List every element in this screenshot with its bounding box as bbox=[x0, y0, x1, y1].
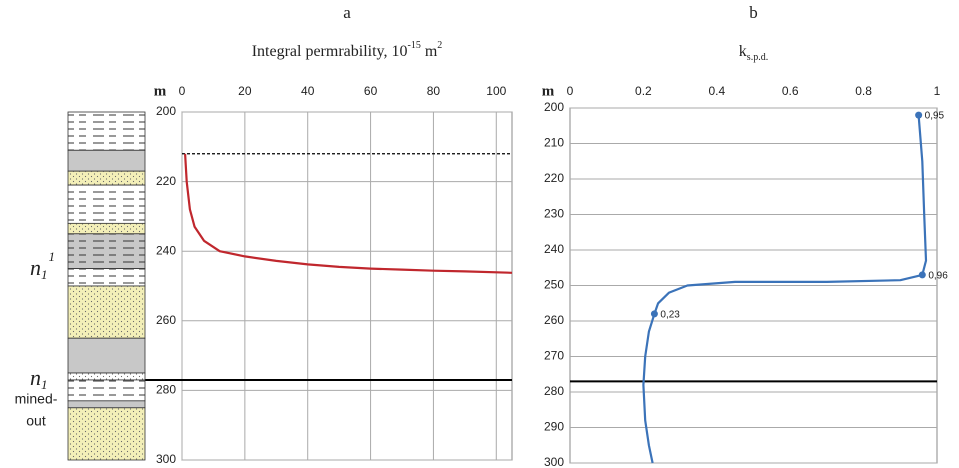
lithology-note: mined- bbox=[15, 391, 58, 407]
data-point bbox=[915, 112, 922, 119]
lithology-note: out bbox=[26, 413, 46, 429]
lithology-pattern bbox=[68, 171, 145, 185]
chart-title: ks.p.d. bbox=[739, 43, 768, 64]
x-tick-label: 0 bbox=[179, 84, 186, 98]
y-axis-label: m bbox=[154, 83, 167, 99]
y-tick-label: 290 bbox=[544, 420, 564, 434]
data-label: 0,95 bbox=[925, 111, 945, 122]
x-tick-label: 0 bbox=[567, 84, 574, 98]
y-tick-label: 260 bbox=[544, 313, 564, 327]
lithology-pattern bbox=[68, 408, 145, 460]
y-tick-label: 260 bbox=[156, 313, 176, 327]
y-tick-label: 280 bbox=[156, 383, 176, 397]
x-tick-label: 100 bbox=[486, 84, 506, 98]
label-sub: 1 bbox=[41, 267, 47, 282]
y-tick-label: 200 bbox=[544, 100, 564, 114]
title-text: Integral permrability, 10 bbox=[252, 43, 408, 60]
y-tick-label: 240 bbox=[156, 243, 176, 257]
y-tick-label: 220 bbox=[156, 174, 176, 188]
panel-label: b bbox=[749, 3, 758, 22]
x-tick-label: 20 bbox=[238, 84, 252, 98]
lithology-pattern bbox=[68, 286, 145, 338]
series-line bbox=[185, 154, 512, 273]
y-tick-label: 230 bbox=[544, 207, 564, 221]
lithology-pattern bbox=[68, 373, 145, 380]
lithology-pattern bbox=[68, 112, 145, 150]
x-tick-label: 0.4 bbox=[708, 84, 725, 98]
data-label: 0,96 bbox=[928, 270, 948, 281]
lithology-label: n1 bbox=[30, 365, 48, 392]
lithology-layer bbox=[68, 150, 145, 171]
x-tick-label: 40 bbox=[301, 84, 315, 98]
y-tick-label: 220 bbox=[544, 171, 564, 185]
y-tick-label: 300 bbox=[544, 455, 564, 468]
title-text: k bbox=[739, 43, 747, 60]
lithology-pattern bbox=[68, 223, 145, 233]
y-tick-label: 240 bbox=[544, 242, 564, 256]
figure: aIntegral permrability, 10-15 m2m0204060… bbox=[0, 0, 959, 468]
lithology-pattern bbox=[68, 185, 145, 223]
lithology-pattern bbox=[68, 269, 145, 286]
series-line bbox=[643, 115, 926, 463]
title-script: -15 bbox=[408, 40, 421, 51]
chart-title: Integral permrability, 10-15 m2 bbox=[252, 40, 443, 59]
panel-label: a bbox=[343, 3, 351, 22]
lithology-layer bbox=[68, 338, 145, 373]
x-tick-label: 0.2 bbox=[635, 84, 652, 98]
lithology-pattern bbox=[68, 234, 145, 269]
lithology-pattern bbox=[68, 380, 145, 401]
label-base: n bbox=[30, 365, 41, 390]
x-tick-label: 60 bbox=[364, 84, 378, 98]
title-script: 2 bbox=[437, 40, 442, 51]
y-tick-label: 270 bbox=[544, 349, 564, 363]
lithology-label: n11 bbox=[30, 249, 55, 282]
x-tick-label: 1 bbox=[934, 84, 941, 98]
label-base: n bbox=[30, 255, 41, 280]
y-tick-label: 280 bbox=[544, 384, 564, 398]
data-label: 0,23 bbox=[660, 310, 680, 321]
y-tick-label: 250 bbox=[544, 278, 564, 292]
y-tick-label: 210 bbox=[544, 136, 564, 150]
title-script: s.p.d. bbox=[747, 52, 768, 63]
label-sup: 1 bbox=[49, 249, 56, 264]
data-point bbox=[651, 310, 658, 317]
x-tick-label: 0.6 bbox=[782, 84, 799, 98]
lithology-layer bbox=[68, 401, 145, 408]
x-tick-label: 0.8 bbox=[855, 84, 872, 98]
y-axis-label: m bbox=[542, 83, 555, 99]
plot-frame bbox=[182, 112, 512, 460]
y-tick-label: 300 bbox=[156, 452, 176, 466]
y-tick-label: 200 bbox=[156, 104, 176, 118]
x-tick-label: 80 bbox=[427, 84, 441, 98]
data-point bbox=[919, 271, 926, 278]
title-text: m bbox=[421, 43, 438, 60]
